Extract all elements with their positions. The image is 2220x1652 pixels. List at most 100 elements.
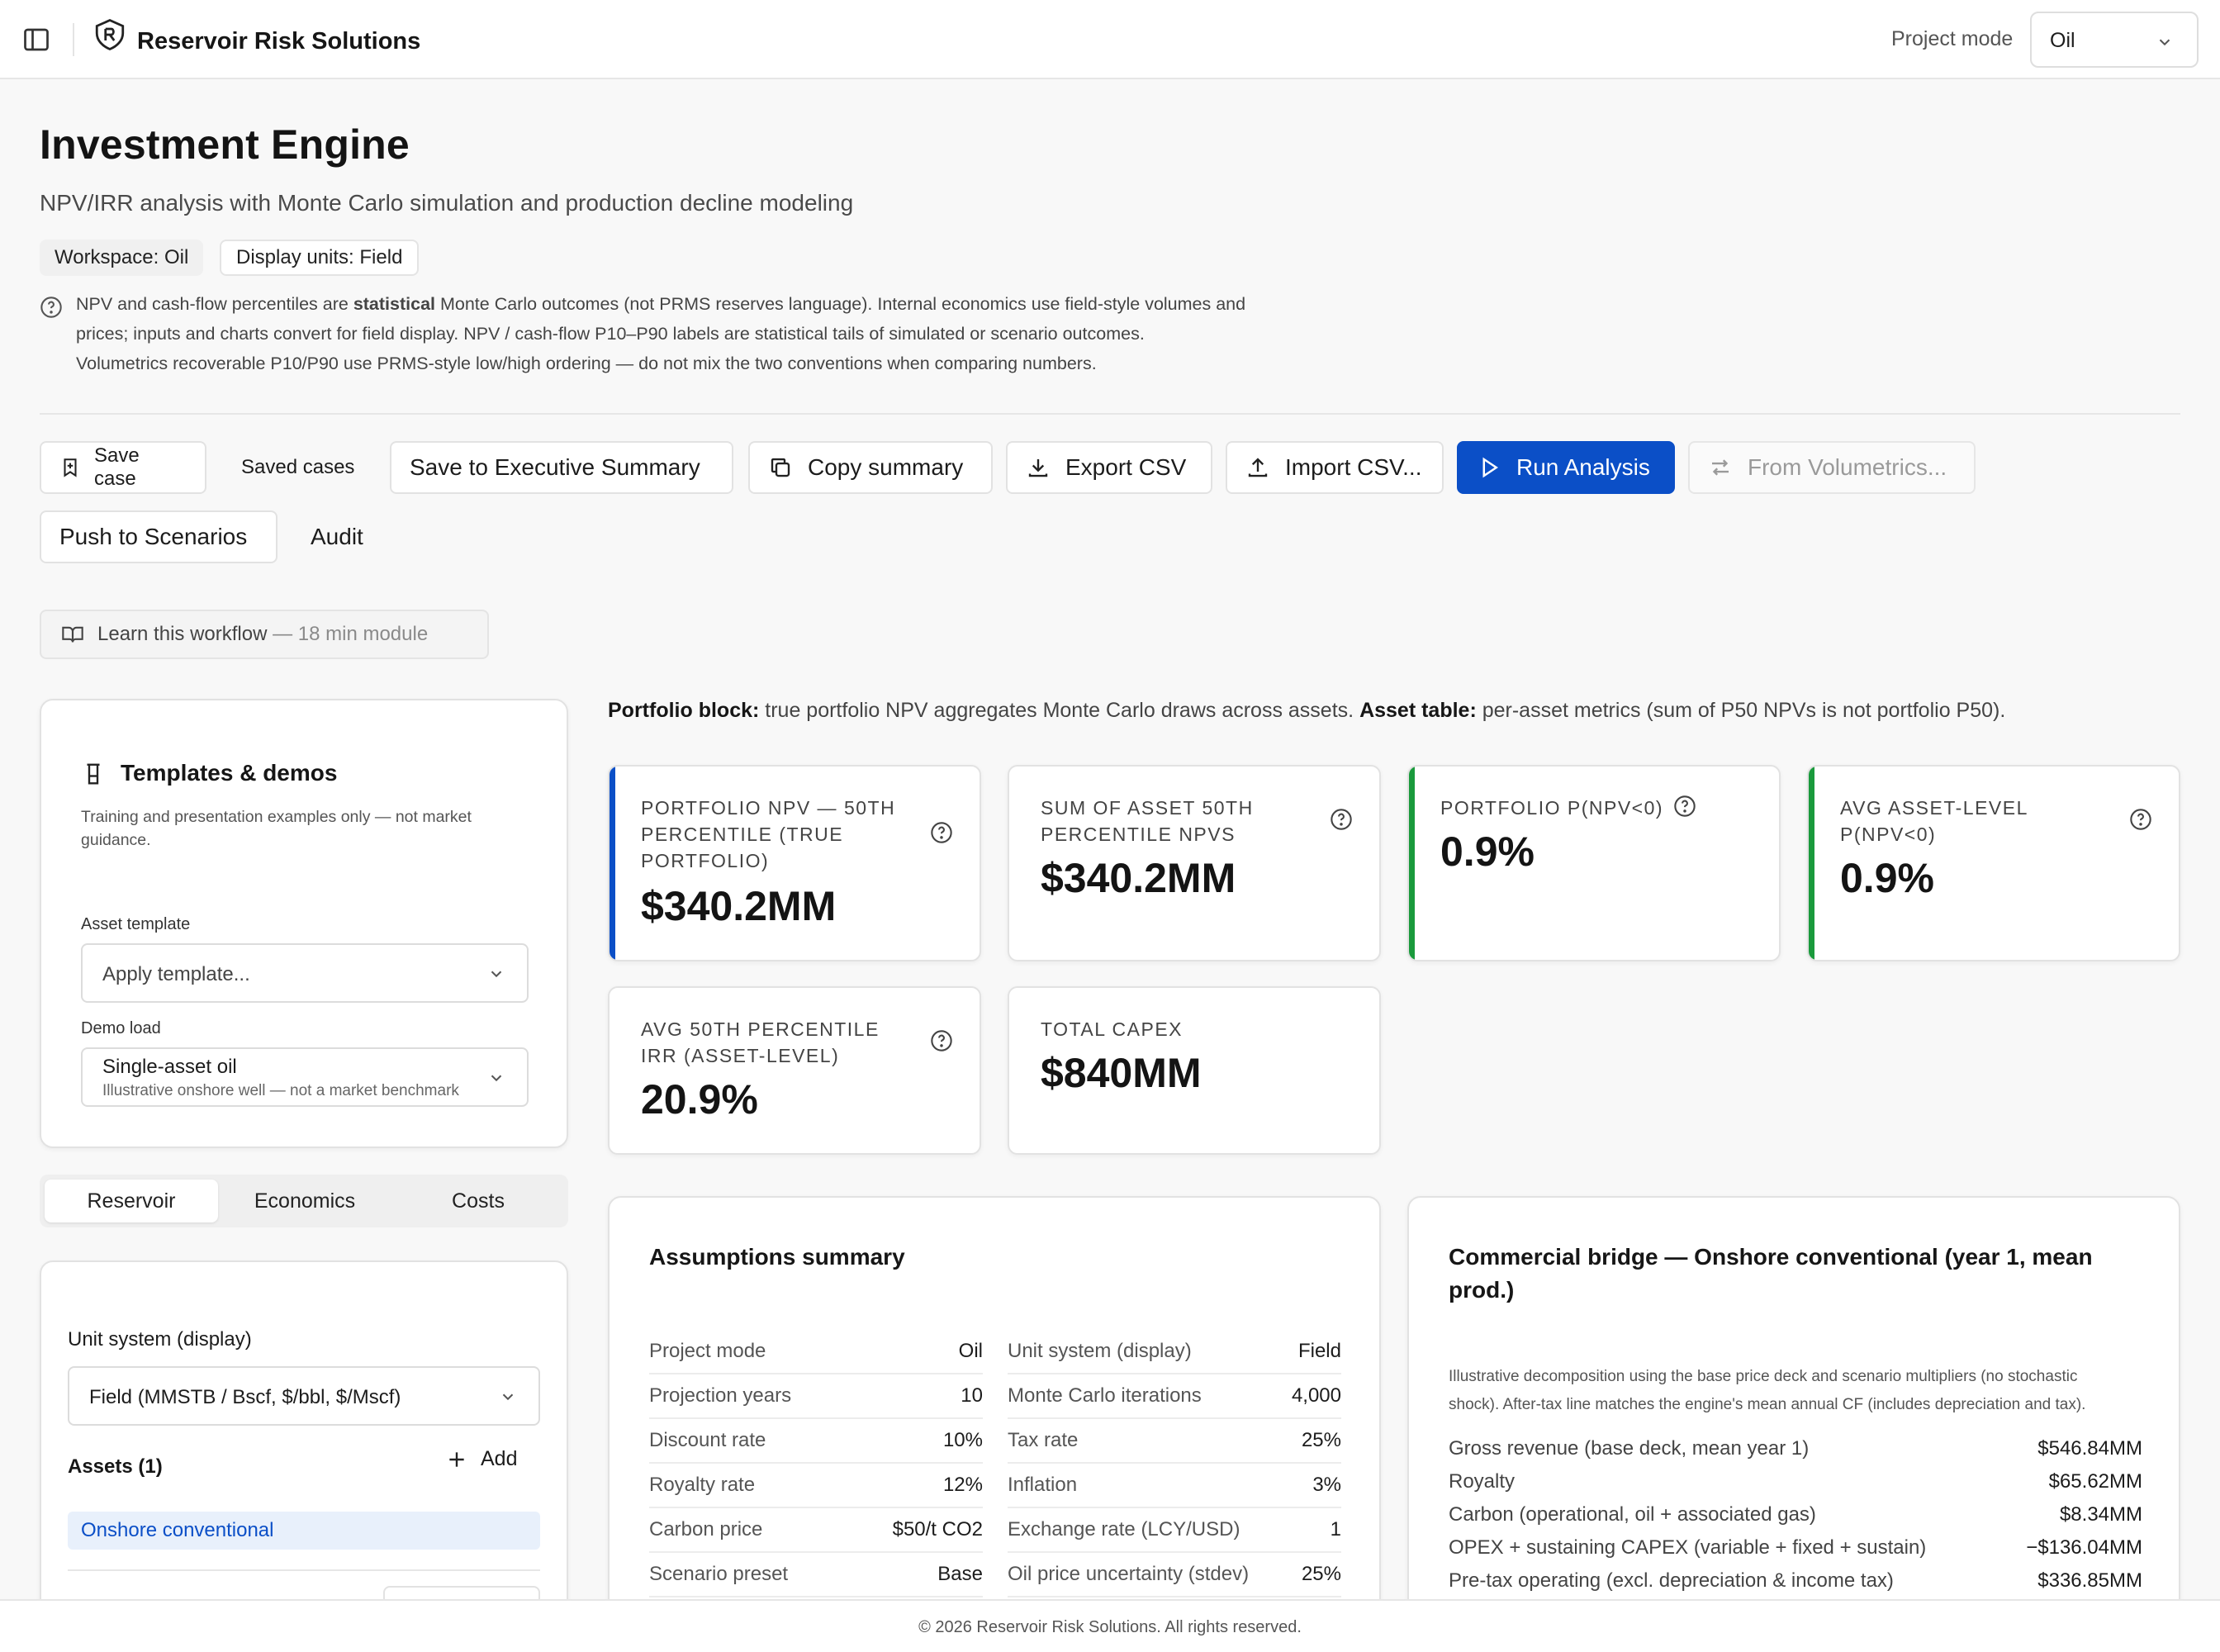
top-bar: Reservoir Risk Solutions Project mode Oi… <box>0 0 2220 79</box>
assumption-row: Monte Carlo iterations 4,000 <box>1008 1374 1341 1419</box>
kpi-label: Portfolio NPV — 50th percentile (true po… <box>641 797 896 871</box>
reservoir-card: Unit system (display) Field (MMSTB / Bsc… <box>40 1260 568 1652</box>
bridge-row: OPEX + sustaining CAPEX (variable + fixe… <box>1449 1536 2142 1569</box>
chevron-down-icon <box>2156 33 2174 51</box>
templates-title: Templates & demos <box>121 760 338 786</box>
assumptions-title: Assumptions summary <box>649 1244 905 1270</box>
assumption-row: Inflation 3% <box>1008 1464 1341 1508</box>
bridge-row-value: $546.84MM <box>2037 1437 2142 1460</box>
page-title: Investment Engine <box>40 121 410 168</box>
assumption-key: Unit system (display) <box>1008 1340 1192 1362</box>
kpi-avg-irr-p50: Avg 50th percentile IRR (asset-level) 20… <box>608 986 981 1155</box>
demo-load-value: Single-asset oil <box>102 1056 237 1078</box>
bridge-description-line-1: Illustrative decomposition using the bas… <box>1449 1368 2078 1385</box>
input-tabs: Reservoir Economics Costs <box>40 1175 568 1227</box>
export-csv-button[interactable]: Export CSV <box>1006 441 1212 494</box>
asset-template-label: Asset template <box>81 915 191 933</box>
assumption-key: Royalty rate <box>649 1474 756 1496</box>
audit-button[interactable]: Audit <box>311 524 363 549</box>
learn-workflow-label: Learn this workflow <box>97 623 268 645</box>
tab-costs[interactable]: Costs <box>452 1189 505 1213</box>
save-to-executive-summary-button[interactable]: Save to Executive Summary <box>390 441 733 494</box>
project-mode-select[interactable]: Oil <box>2030 12 2199 68</box>
import-csv-button[interactable]: Import CSV... <box>1226 441 1444 494</box>
bridge-row: Gross revenue (base deck, mean year 1) $5… <box>1449 1437 2142 1470</box>
assumption-row: Oil price uncertainty (stdev) 25% <box>1008 1553 1341 1597</box>
help-circle-icon[interactable] <box>2129 808 2152 831</box>
saved-cases-button[interactable]: Saved cases <box>241 456 355 478</box>
help-circle-icon <box>40 296 63 319</box>
from-volumetrics-button[interactable]: From Volumetrics... <box>1688 441 1976 494</box>
push-to-scenarios-button[interactable]: Push to Scenarios <box>40 510 278 563</box>
bridge-description-line-2: shock). After-tax line matches the engin… <box>1449 1396 2086 1413</box>
flask-icon <box>81 762 106 786</box>
assumption-key: Oil price uncertainty (stdev) <box>1008 1563 1250 1585</box>
commercial-bridge-card: Commercial bridge — Onshore conventional… <box>1407 1196 2180 1652</box>
kpi-portfolio-npv-p50: Portfolio NPV — 50th percentile (true po… <box>608 765 981 961</box>
project-mode-value: Oil <box>2050 29 2075 52</box>
assumption-row: Project mode Oil <box>649 1330 983 1374</box>
kpi-value: 0.9% <box>1840 855 1934 901</box>
assumption-row: Carbon price $50/t CO2 <box>649 1508 983 1553</box>
assumption-key: Inflation <box>1008 1474 1078 1496</box>
assumption-value: Field <box>1297 1340 1341 1362</box>
assumption-row: Discount rate 10% <box>649 1419 983 1464</box>
run-analysis-button[interactable]: Run Analysis <box>1457 441 1675 494</box>
download-icon <box>1026 455 1051 480</box>
assumption-value: 25% <box>1301 1429 1341 1451</box>
assumption-row: Royalty rate 12% <box>649 1464 983 1508</box>
kpi-portfolio-prob-npv-negative: Portfolio P(NPV<0) 0.9% <box>1407 765 1781 961</box>
kpi-label: Sum of asset 50th percentile NPVs <box>1041 797 1254 845</box>
unit-system-select[interactable]: Field (MMSTB / Bscf, $/bbl, $/Mscf) <box>68 1366 540 1426</box>
tab-reservoir[interactable]: Reservoir <box>45 1180 218 1222</box>
bridge-row-label: Pre-tax operating (excl. depreciation & … <box>1449 1569 1894 1592</box>
asset-list-item[interactable]: Onshore conventional <box>68 1512 540 1550</box>
divider <box>68 1569 540 1571</box>
divider <box>73 23 74 56</box>
upload-icon <box>1245 455 1270 480</box>
save-case-button[interactable]: Save case <box>40 441 206 494</box>
info-line-2: prices; inputs and charts convert for fi… <box>76 324 1145 344</box>
assumption-value: Base <box>937 1563 983 1585</box>
arrows-swap-icon <box>1708 455 1733 480</box>
sidebar-toggle-icon[interactable] <box>21 25 51 55</box>
bridge-title: Commercial bridge — Onshore conventional… <box>1449 1241 2093 1307</box>
assumption-key: Projection years <box>649 1384 792 1407</box>
app-name: Reservoir Risk Solutions <box>137 28 421 55</box>
logo-icon <box>92 17 127 53</box>
chevron-down-icon <box>487 1069 505 1087</box>
kpi-label: Avg asset-level P(NPV<0) <box>1840 797 2028 845</box>
templates-card: Templates & demos Training and presentat… <box>40 699 568 1148</box>
kpi-avg-asset-prob-npv-negative: Avg asset-level P(NPV<0) 0.9% <box>1807 765 2180 961</box>
add-asset-button[interactable]: Add <box>446 1447 517 1471</box>
kpi-value: $840MM <box>1041 1050 1202 1096</box>
asset-template-select[interactable]: Apply template... <box>81 943 529 1003</box>
templates-description-line-1: Training and presentation examples only … <box>81 808 472 826</box>
demo-load-select[interactable]: Single-asset oil Illustrative onshore we… <box>81 1047 529 1107</box>
copy-summary-label: Copy summary <box>808 454 964 480</box>
help-circle-icon[interactable] <box>1673 795 1696 818</box>
bridge-row: Royalty $65.62MM <box>1449 1470 2142 1503</box>
learn-workflow-link[interactable]: Learn this workflow — 18 min module <box>40 610 489 659</box>
help-circle-icon[interactable] <box>1330 808 1353 831</box>
page-subtitle: NPV/IRR analysis with Monte Carlo simula… <box>40 190 854 216</box>
assumption-value: 12% <box>942 1474 983 1496</box>
help-circle-icon[interactable] <box>930 821 953 844</box>
bridge-row-value: −$136.04MM <box>2026 1536 2142 1559</box>
assumption-key: Discount rate <box>649 1429 766 1451</box>
project-mode-label: Project mode <box>1891 27 2014 50</box>
kpi-label: Total CAPEX <box>1041 1018 1184 1040</box>
bridge-row-label: Royalty <box>1449 1470 1516 1493</box>
assumption-value: 10% <box>942 1429 983 1451</box>
divider <box>40 413 2180 415</box>
copy-summary-button[interactable]: Copy summary <box>748 441 993 494</box>
kpi-value: $340.2MM <box>1041 855 1236 901</box>
help-circle-icon[interactable] <box>930 1029 953 1052</box>
tab-economics[interactable]: Economics <box>254 1189 356 1213</box>
demo-load-subtext: Illustrative onshore well — not a market… <box>102 1082 459 1099</box>
assumption-row: Scenario preset Base <box>649 1553 983 1597</box>
unit-system-label: Unit system (display) <box>68 1328 252 1351</box>
assumption-key: Project mode <box>649 1340 766 1362</box>
portfolio-note: Portfolio block: true portfolio NPV aggr… <box>608 699 2006 722</box>
copy-icon <box>768 455 793 480</box>
